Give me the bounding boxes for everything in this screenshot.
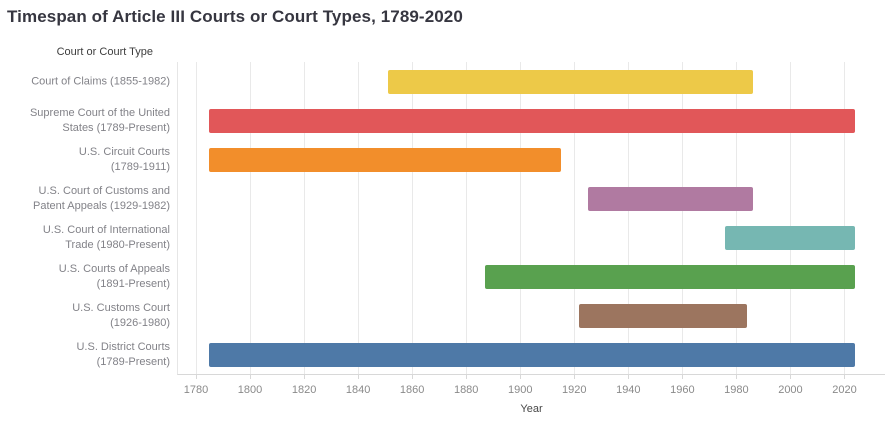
row-label: U.S. Court of Customs and Patent Appeals… <box>33 184 170 212</box>
gridline <box>844 62 846 374</box>
tick-label: 1820 <box>291 384 317 396</box>
gridline <box>304 62 306 374</box>
plot-area: 1780 1800 1820 1840 1860 1880 1900 1920 1940 1960… <box>177 62 885 415</box>
timeline-bar[interactable] <box>587 186 753 211</box>
row-label: U.S. Court of International Trade (1980-… <box>42 223 170 251</box>
tick-mark <box>520 374 522 379</box>
tick-mark <box>574 374 576 379</box>
tick-mark <box>844 374 846 379</box>
tick-mark <box>628 374 630 379</box>
tick-mark <box>304 374 306 379</box>
tick-mark <box>196 374 197 379</box>
timeline-bar[interactable] <box>209 108 856 133</box>
tick-label: 1920 <box>562 384 587 396</box>
x-axis-title: Year <box>520 403 543 415</box>
tick-label: 1780 <box>183 384 209 396</box>
gridline <box>466 62 468 374</box>
timeline-bar[interactable] <box>209 342 856 367</box>
row-label: Court of Claims (1855-1982) <box>31 75 170 87</box>
tick-label: 2000 <box>778 384 803 396</box>
gridline <box>520 62 522 374</box>
gridline <box>628 62 630 374</box>
gridline <box>358 62 360 374</box>
gridline <box>574 62 576 374</box>
y-axis-header: Court or Court Type <box>56 46 153 58</box>
tick-label: 1800 <box>237 384 263 396</box>
tick-label: 1960 <box>670 384 695 396</box>
gridline <box>736 62 738 374</box>
gridline <box>412 62 414 374</box>
gridline <box>790 62 792 374</box>
tick-mark <box>412 374 414 379</box>
gridline <box>196 62 197 374</box>
tick-label: 1940 <box>616 384 641 396</box>
gridline <box>682 62 684 374</box>
tick-label: 1860 <box>399 384 425 396</box>
gridline <box>250 62 252 374</box>
tick-mark <box>466 374 468 379</box>
tick-mark <box>358 374 360 379</box>
tick-label: 1900 <box>507 384 533 396</box>
timeline-bar[interactable] <box>579 303 748 328</box>
tick-mark <box>250 374 252 379</box>
row-label: U.S. District Courts (1789-Present) <box>76 340 170 368</box>
timeline-bar[interactable] <box>387 69 753 94</box>
row-label: U.S. Customs Court (1926-1980) <box>72 301 170 329</box>
tick-mark <box>790 374 792 379</box>
tick-label: 1880 <box>453 384 479 396</box>
row-label: U.S. Courts of Appeals (1891-Present) <box>58 262 170 290</box>
tick-label: 1980 <box>724 384 749 396</box>
tick-mark <box>736 374 738 379</box>
row-label: U.S. Circuit Courts (1789-1911) <box>78 145 170 173</box>
tick-label: 2020 <box>832 384 857 396</box>
timeline-bar[interactable] <box>725 225 856 250</box>
chart-title: Timespan of Article III Courts or Court … <box>7 7 463 26</box>
tick-mark <box>682 374 684 379</box>
timeline-bar[interactable] <box>209 147 561 172</box>
timeline-bar[interactable] <box>484 264 856 289</box>
row-label: Supreme Court of the United States (1789… <box>29 106 170 134</box>
tick-label: 1840 <box>345 384 371 396</box>
